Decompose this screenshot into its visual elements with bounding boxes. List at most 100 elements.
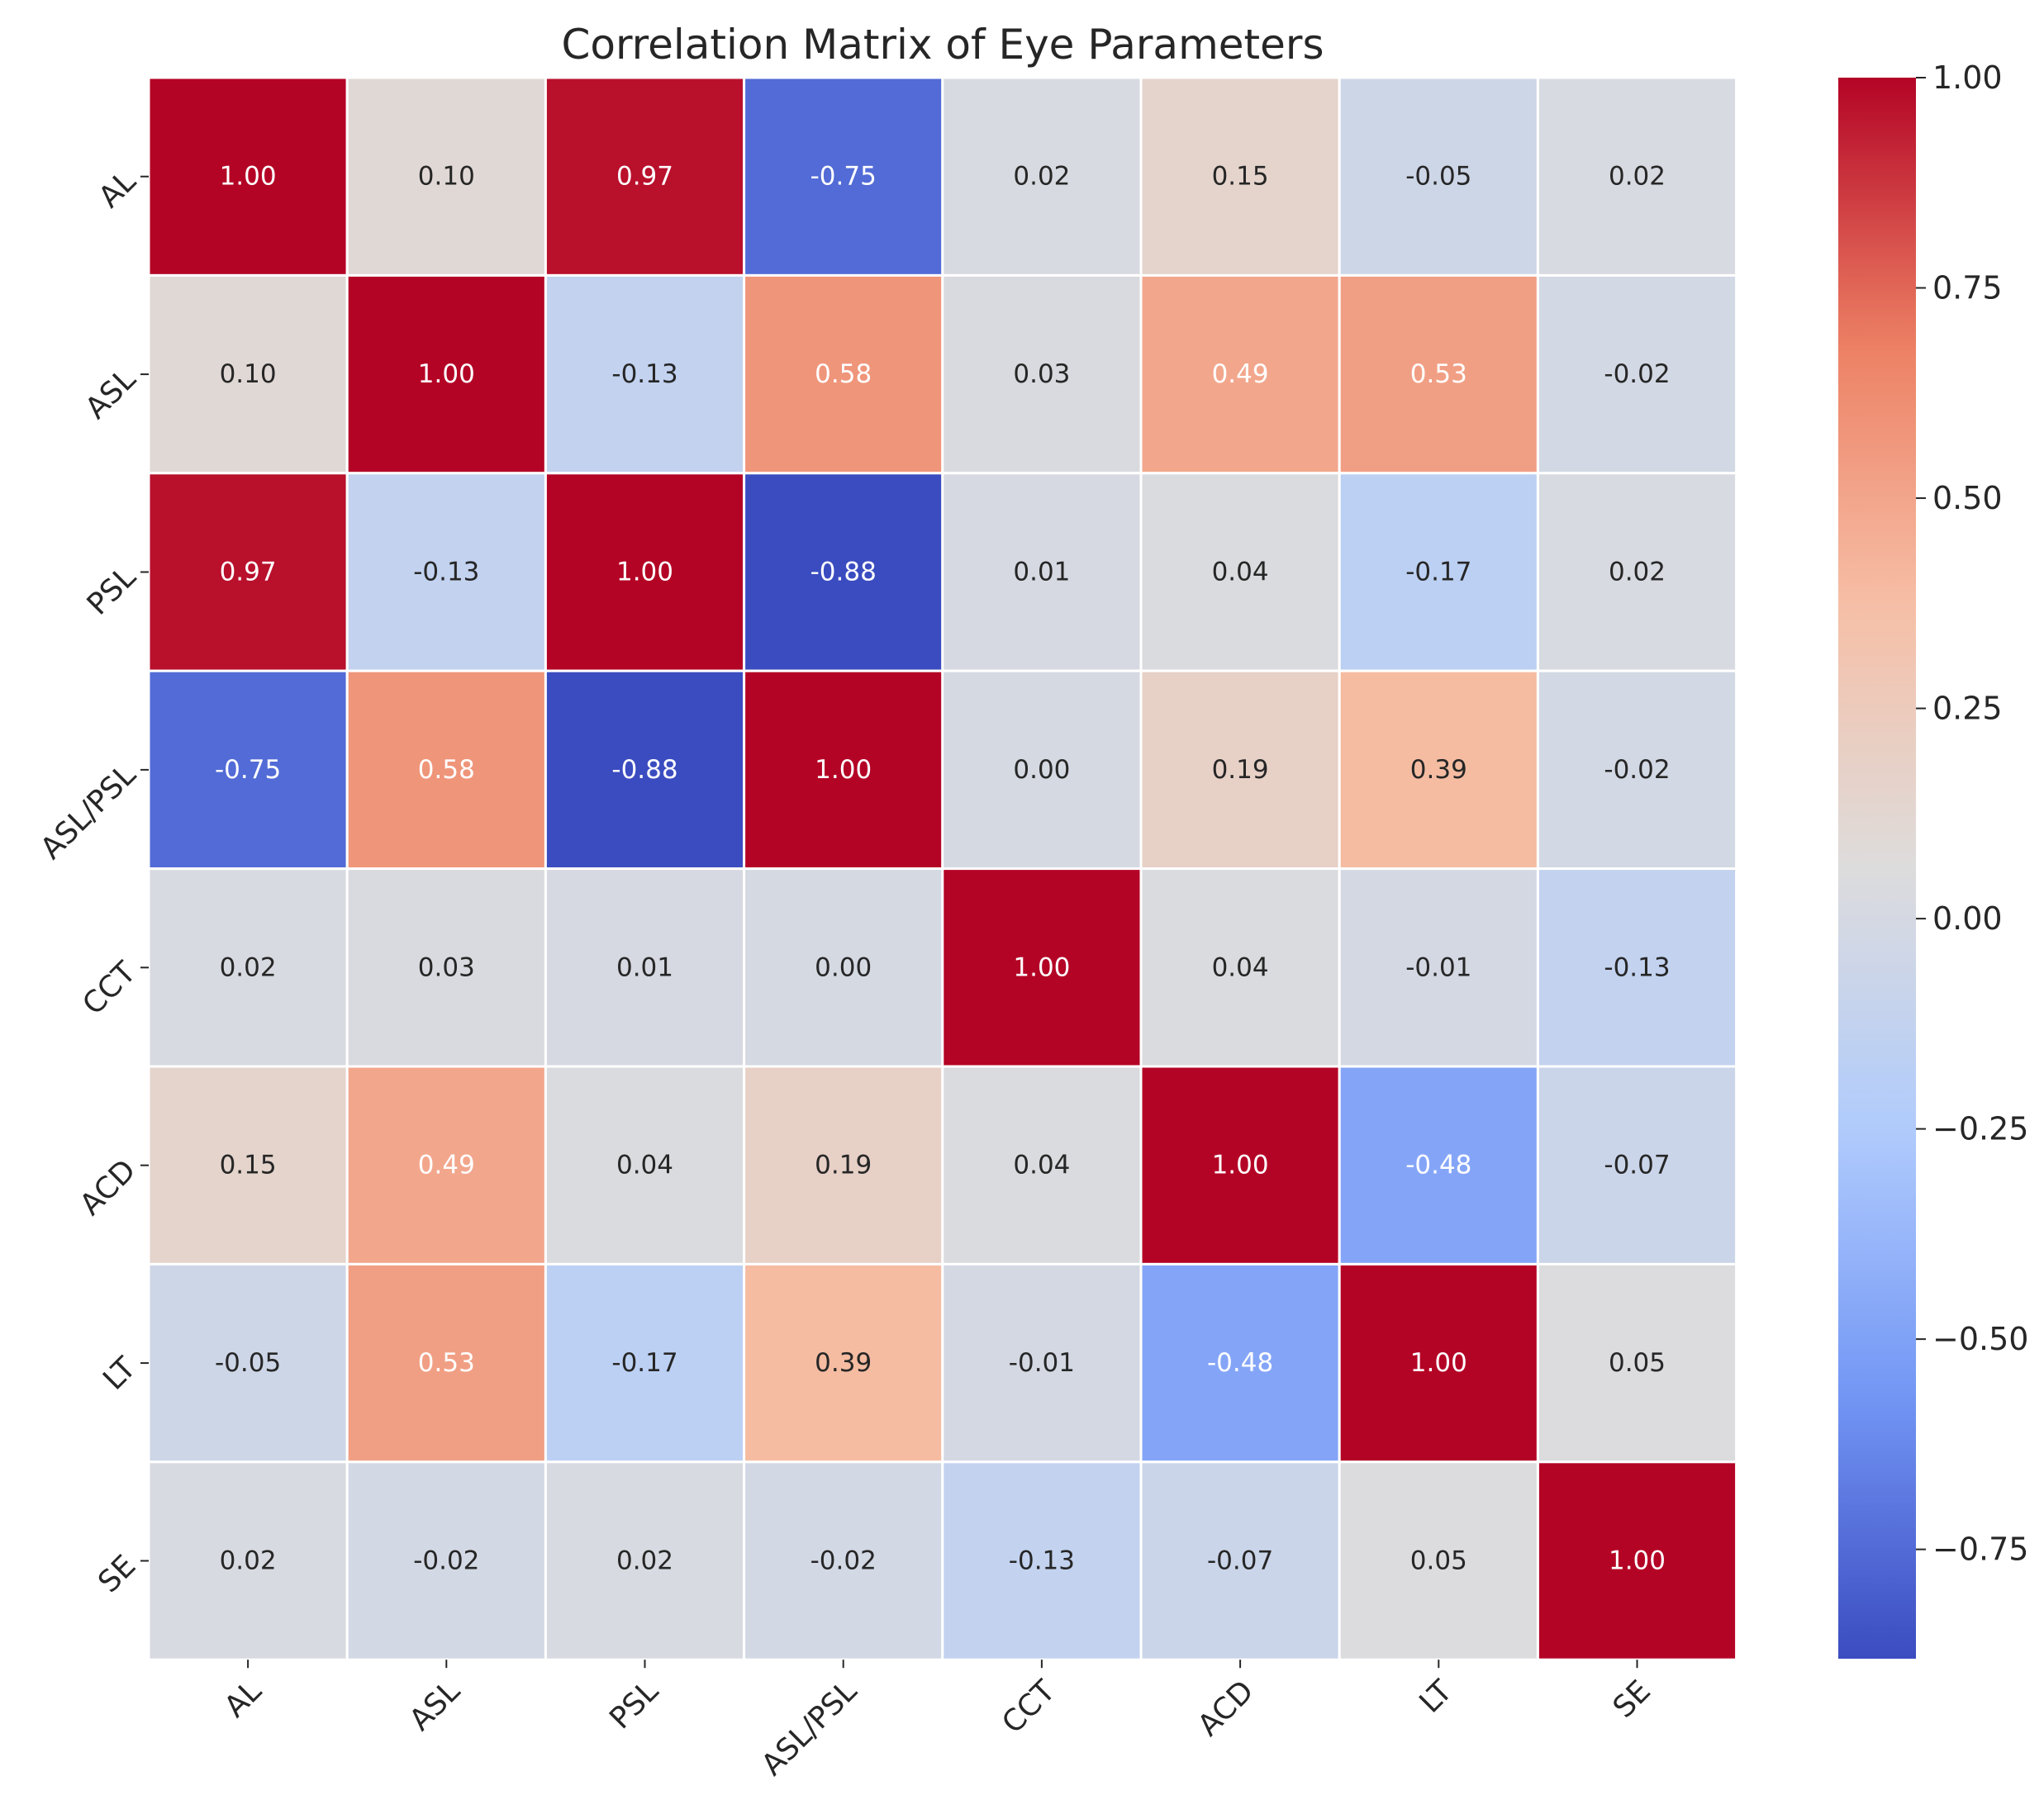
cell-value-label: 0.15 — [1212, 162, 1269, 192]
cell-value-label: 1.00 — [220, 162, 277, 192]
cell-value-label: -0.48 — [1207, 1348, 1273, 1378]
cell-value-label: 0.01 — [1013, 558, 1070, 587]
cell-value-label: 0.15 — [220, 1151, 277, 1180]
cell-value-label: 0.49 — [1212, 359, 1269, 389]
heatmap-cell-labels: 1.00 0.10 0.97 -0.75 0.02 0.15 -0.05 0.02 0.10 1.… — [215, 162, 1671, 1576]
heatmap-cell — [147, 669, 349, 871]
heatmap-cell — [1139, 867, 1341, 1068]
heatmap-cell — [345, 76, 547, 277]
cell-value-label: 1.00 — [418, 359, 475, 389]
heatmap-cell — [1139, 669, 1341, 871]
heatmap-cells — [147, 76, 1738, 1661]
cell-value-label: 0.00 — [1013, 755, 1070, 785]
cell-value-label: 1.00 — [1410, 1348, 1467, 1378]
heatmap-cell — [1536, 669, 1738, 871]
row-tick-label: ASL — [79, 363, 143, 426]
cell-value-label: 0.97 — [220, 558, 277, 587]
cell-value-label: -0.02 — [1604, 359, 1670, 389]
heatmap-cell — [743, 472, 944, 672]
row-tick-label: LT — [97, 1351, 143, 1397]
cell-value-label: 0.97 — [616, 162, 673, 192]
cell-value-label: 0.04 — [1212, 558, 1269, 587]
cell-value-label: 1.00 — [815, 755, 872, 785]
heatmap-cell — [743, 1065, 944, 1266]
heatmap-cell — [1338, 273, 1539, 475]
cell-value-label: -0.13 — [413, 558, 479, 587]
row-tick-label: AL — [93, 164, 143, 215]
cell-value-label: 0.02 — [1609, 162, 1666, 192]
cell-value-label: 0.10 — [418, 162, 475, 192]
chart-title: Correlation Matrix of Eye Parameters — [561, 21, 1324, 69]
row-tick-label: SE — [92, 1549, 142, 1599]
colorbar-tick-label: 0.75 — [1932, 270, 2003, 306]
cell-value-label: 0.53 — [1410, 359, 1467, 389]
heatmap-cell — [1139, 1460, 1341, 1661]
colorbar-tick-label: −0.25 — [1932, 1111, 2028, 1147]
heatmap-cell — [345, 472, 547, 672]
column-tick-label: CCT — [996, 1674, 1062, 1740]
heatmap-cell — [1338, 1065, 1539, 1266]
column-tick-label: ASL — [403, 1674, 467, 1738]
cell-value-label: 1.00 — [1609, 1546, 1666, 1576]
heatmap-cell — [544, 76, 746, 277]
row-tick-label: PSL — [81, 560, 143, 622]
cell-value-label: -0.88 — [810, 558, 877, 587]
cell-value-label: 0.02 — [1609, 558, 1666, 587]
cell-value-label: 0.00 — [815, 952, 872, 982]
heatmap-cell — [1338, 1460, 1539, 1661]
heatmap-cell — [1536, 867, 1738, 1068]
heatmap-cell — [1139, 1262, 1341, 1464]
cell-value-label: 1.00 — [1013, 952, 1070, 982]
heatmap-cell — [743, 1460, 944, 1661]
cell-value-label: 0.49 — [418, 1151, 475, 1180]
cell-value-label: -0.07 — [1604, 1151, 1670, 1180]
cell-value-label: -0.88 — [611, 755, 677, 785]
row-tick-label: CCT — [76, 955, 143, 1022]
cell-value-label: 1.00 — [616, 558, 673, 587]
cell-value-label: 1.00 — [1212, 1151, 1269, 1180]
cell-value-label: -0.01 — [1405, 952, 1471, 982]
heatmap-cell — [1139, 1065, 1341, 1266]
colorbar-tick-label: 0.50 — [1932, 480, 2003, 516]
heatmap-cell — [1139, 273, 1341, 475]
heatmap-cell — [1338, 472, 1539, 672]
heatmap-cell — [743, 1262, 944, 1464]
cell-value-label: -0.75 — [810, 162, 877, 192]
row-tick-labels: AL ASL PSL ASL/PSL CCT ACD LT SE — [34, 164, 149, 1599]
cell-value-label: 0.10 — [220, 359, 277, 389]
cell-value-label: 0.19 — [815, 1151, 872, 1180]
cell-value-label: 0.05 — [1609, 1348, 1666, 1378]
cell-value-label: -0.17 — [611, 1348, 677, 1378]
heatmap-cell — [941, 669, 1143, 871]
heatmap-cell — [544, 1262, 746, 1464]
heatmap-cell — [147, 472, 349, 672]
heatmap-cell — [1338, 867, 1539, 1068]
cell-value-label: -0.01 — [1009, 1348, 1075, 1378]
cell-value-label: 0.02 — [220, 1546, 277, 1576]
heatmap-cell — [1536, 1262, 1738, 1464]
heatmap-cell — [1536, 273, 1738, 475]
cell-value-label: 0.58 — [815, 359, 872, 389]
column-tick-label: SE — [1607, 1674, 1657, 1725]
heatmap-cell — [941, 1065, 1143, 1266]
colorbar-tick-label: 0.25 — [1932, 691, 2003, 727]
cell-value-label: 0.02 — [616, 1546, 673, 1576]
heatmap-cell — [147, 76, 349, 277]
cell-value-label: -0.05 — [1405, 162, 1471, 192]
heatmap-cell — [1536, 472, 1738, 672]
column-tick-label: ACD — [1191, 1674, 1260, 1743]
cell-value-label: 0.05 — [1410, 1546, 1467, 1576]
cell-value-label: 0.19 — [1212, 755, 1269, 785]
column-tick-label: ASL/PSL — [755, 1674, 863, 1783]
cell-value-label: -0.07 — [1207, 1546, 1273, 1576]
column-tick-labels: AL ASL PSL ASL/PSL CCT ACD LT SE — [218, 1660, 1657, 1783]
cell-value-label: 0.02 — [220, 952, 277, 982]
heatmap-cell — [544, 472, 746, 672]
colorbar-tick-label: 0.00 — [1932, 900, 2003, 937]
colorbar: 1.00 0.75 0.50 0.25 0.00 −0.25 −0.50 −0.75 — [1838, 59, 2028, 1659]
cell-value-label: -0.48 — [1405, 1151, 1471, 1180]
cell-value-label: 0.58 — [418, 755, 475, 785]
heatmap-cell — [743, 867, 944, 1068]
cell-value-label: 0.03 — [418, 952, 475, 982]
